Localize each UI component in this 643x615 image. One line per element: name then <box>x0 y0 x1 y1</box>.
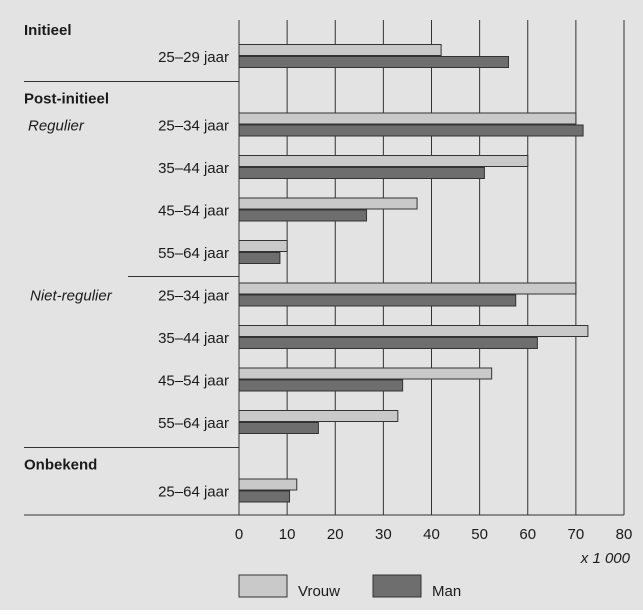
category-labels: Initieel 25–29 jaar Post-initieel Regulier 2… <box>24 22 229 501</box>
bar-man <box>238 56 509 68</box>
legend-label: Man <box>432 583 461 600</box>
bars <box>238 44 589 503</box>
bar-man <box>238 167 485 179</box>
bar-vrouw <box>238 325 589 337</box>
age-label: 45–54 jaar <box>158 373 229 390</box>
bar-vrouw <box>238 112 577 125</box>
x-unit-label: x 1 000 <box>580 550 631 567</box>
age-label: 25–34 jaar <box>158 118 229 135</box>
bar-vrouw <box>238 240 288 252</box>
x-tick-label: 40 <box>423 526 440 543</box>
age-label: 35–44 jaar <box>158 330 229 347</box>
group-label: Initieel <box>24 22 72 39</box>
bar-man <box>238 379 404 392</box>
gridlines <box>286 20 625 515</box>
age-label: 55–64 jaar <box>158 245 229 262</box>
bar-vrouw <box>238 44 442 56</box>
bar-man <box>238 422 319 434</box>
bar-man <box>238 252 281 264</box>
group-label: Post-initieel <box>24 91 109 108</box>
group-label: Onbekend <box>24 457 97 474</box>
x-tick-label: 0 <box>235 526 243 543</box>
x-tick-label: 80 <box>616 526 633 543</box>
bar-vrouw <box>238 197 418 210</box>
legend: Vrouw Man <box>238 574 461 600</box>
x-tick-labels: 0 10 20 30 40 50 60 70 80 <box>235 526 633 543</box>
age-label: 25–29 jaar <box>158 49 229 66</box>
bar-man <box>238 209 368 222</box>
x-tick-label: 50 <box>471 526 488 543</box>
legend-swatch <box>238 574 288 598</box>
legend-label: Vrouw <box>298 583 340 600</box>
x-tick-label: 30 <box>375 526 392 543</box>
x-tick-label: 60 <box>519 526 536 543</box>
bar-vrouw <box>238 155 529 167</box>
subgroup-label: Niet-regulier <box>30 288 113 305</box>
bar-vrouw <box>238 367 493 380</box>
age-label: 25–64 jaar <box>158 484 229 501</box>
bar-man <box>238 294 517 307</box>
x-tick-label: 70 <box>568 526 585 543</box>
x-tick-label: 20 <box>327 526 344 543</box>
bar-man <box>238 490 291 503</box>
subgroup-label: Regulier <box>28 118 85 135</box>
bar-man <box>238 124 584 137</box>
bar-man <box>238 337 538 349</box>
age-label: 55–64 jaar <box>158 415 229 432</box>
age-label: 25–34 jaar <box>158 288 229 305</box>
bar-vrouw <box>238 478 298 491</box>
legend-swatch <box>372 574 422 598</box>
axis-frame <box>24 20 624 516</box>
bar-vrouw <box>238 410 399 422</box>
x-tick-label: 10 <box>279 526 296 543</box>
bar-vrouw <box>238 282 577 295</box>
age-label: 45–54 jaar <box>158 203 229 220</box>
age-label: 35–44 jaar <box>158 160 229 177</box>
